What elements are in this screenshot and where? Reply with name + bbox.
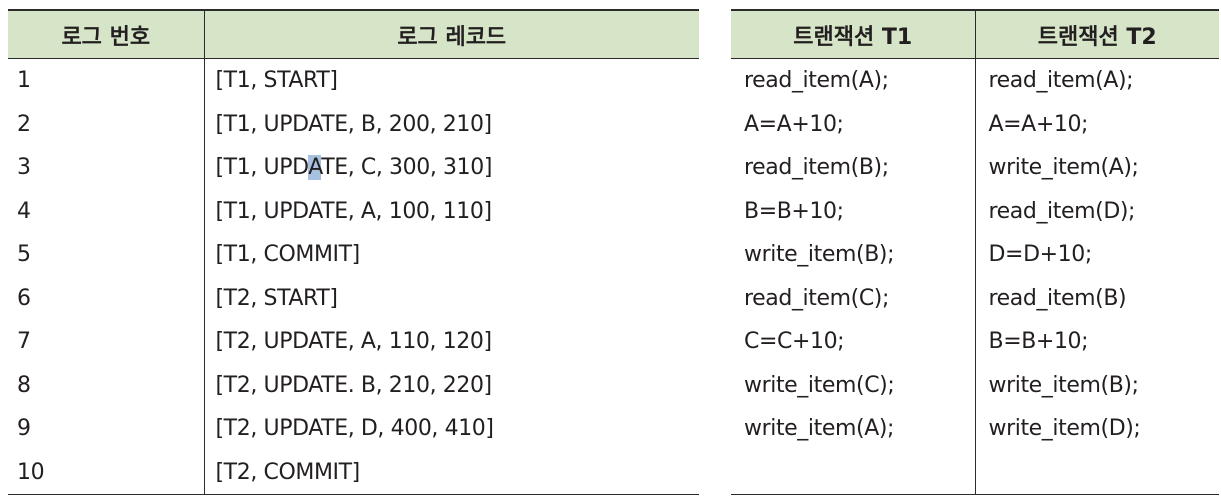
- text-selection-highlight[interactable]: A: [308, 155, 322, 181]
- table-row: B=B+10; read_item(D);: [731, 189, 1219, 233]
- log-record: [T1, UPDATE, B, 200, 210]: [203, 102, 699, 146]
- t2-operation: B=B+10;: [974, 320, 1219, 364]
- log-record-text: [T1, UPD: [215, 155, 309, 181]
- empty-table-row: [731, 450, 1219, 495]
- table-row: 3 [T1, UPDATE, C, 300, 310]: [8, 146, 699, 190]
- transaction-t1-header: 트랜잭션 T1: [731, 9, 975, 59]
- log-record-table: 로그 번호 로그 레코드 1 [T1, START] 2 [T1, UPDATE…: [8, 9, 699, 495]
- transaction-table-header-row: 트랜잭션 T1 트랜잭션 T2: [731, 9, 1219, 59]
- table-row: 6 [T2, START]: [8, 276, 699, 320]
- log-number-header: 로그 번호: [8, 9, 204, 59]
- empty-cell: [731, 450, 975, 495]
- table-row: 7 [T2, UPDATE, A, 110, 120]: [8, 320, 699, 364]
- log-number: 4: [17, 198, 31, 224]
- table-row: 8 [T2, UPDATE. B, 210, 220]: [8, 363, 699, 407]
- table-row: read_item(B); write_item(A);: [731, 146, 1219, 190]
- t1-operation: B=B+10;: [744, 198, 844, 224]
- t1-operation: A=A+10;: [744, 111, 844, 137]
- table-row: 2 [T1, UPDATE, B, 200, 210]: [8, 102, 699, 146]
- t2-operation: read_item(D);: [974, 189, 1219, 233]
- table-row: 4 [T1, UPDATE, A, 100, 110]: [8, 189, 699, 233]
- log-number: 9: [17, 416, 31, 442]
- log-record: [T1, START]: [203, 58, 699, 103]
- log-number: 5: [17, 242, 31, 268]
- t2-operation: write_item(B);: [974, 363, 1219, 407]
- t1-operation: write_item(A);: [744, 416, 895, 442]
- log-record-text: TE, C, 300, 310]: [321, 155, 493, 181]
- table-row: read_item(C); read_item(B): [731, 276, 1219, 320]
- t1-operation: read_item(B);: [744, 155, 889, 181]
- log-record: [T1, UPDATE, C, 300, 310]: [203, 146, 699, 190]
- log-record: [T2, UPDATE, A, 110, 120]: [203, 320, 699, 364]
- log-number: 1: [17, 68, 31, 94]
- t1-operation: read_item(C);: [744, 285, 889, 311]
- log-record: [T1, COMMIT]: [203, 233, 699, 277]
- t2-operation: D=D+10;: [974, 233, 1219, 277]
- table-row: write_item(A); write_item(D);: [731, 407, 1219, 451]
- t2-operation: A=A+10;: [974, 102, 1219, 146]
- transaction-table: 트랜잭션 T1 트랜잭션 T2 read_item(A); read_item(…: [731, 9, 1219, 495]
- table-row: C=C+10; B=B+10;: [731, 320, 1219, 364]
- log-record: [T2, COMMIT]: [203, 450, 699, 495]
- table-row: 10 [T2, COMMIT]: [8, 450, 699, 495]
- log-number: 10: [8, 450, 204, 495]
- log-record: [T1, UPDATE, A, 100, 110]: [203, 189, 699, 233]
- table-row: A=A+10; A=A+10;: [731, 102, 1219, 146]
- log-number: 2: [17, 111, 31, 137]
- t1-operation: read_item(A);: [744, 68, 889, 94]
- t1-operation: C=C+10;: [744, 329, 845, 355]
- t2-operation: write_item(D);: [974, 407, 1219, 451]
- t1-operation: write_item(B);: [744, 242, 895, 268]
- table-row: write_item(C); write_item(B);: [731, 363, 1219, 407]
- t2-operation: read_item(B): [974, 276, 1219, 320]
- table-row: 9 [T2, UPDATE, D, 400, 410]: [8, 407, 699, 451]
- t1-operation: write_item(C);: [744, 372, 895, 398]
- t2-operation: read_item(A);: [974, 58, 1219, 103]
- log-record: [T2, UPDATE. B, 210, 220]: [203, 363, 699, 407]
- table-row: write_item(B); D=D+10;: [731, 233, 1219, 277]
- log-number: 8: [17, 372, 31, 398]
- log-record: [T2, START]: [203, 276, 699, 320]
- empty-cell: [974, 450, 1219, 495]
- log-number: 6: [17, 285, 31, 311]
- transaction-t2-header: 트랜잭션 T2: [974, 9, 1219, 59]
- log-record: [T2, UPDATE, D, 400, 410]: [203, 407, 699, 451]
- table-row: 1 [T1, START]: [8, 58, 699, 103]
- table-row: read_item(A); read_item(A);: [731, 58, 1219, 103]
- t2-operation: write_item(A);: [974, 146, 1219, 190]
- log-number: 7: [17, 329, 31, 355]
- table-row: 5 [T1, COMMIT]: [8, 233, 699, 277]
- log-record-header: 로그 레코드: [203, 9, 699, 59]
- log-table-header-row: 로그 번호 로그 레코드: [8, 9, 699, 59]
- log-number: 3: [17, 155, 31, 181]
